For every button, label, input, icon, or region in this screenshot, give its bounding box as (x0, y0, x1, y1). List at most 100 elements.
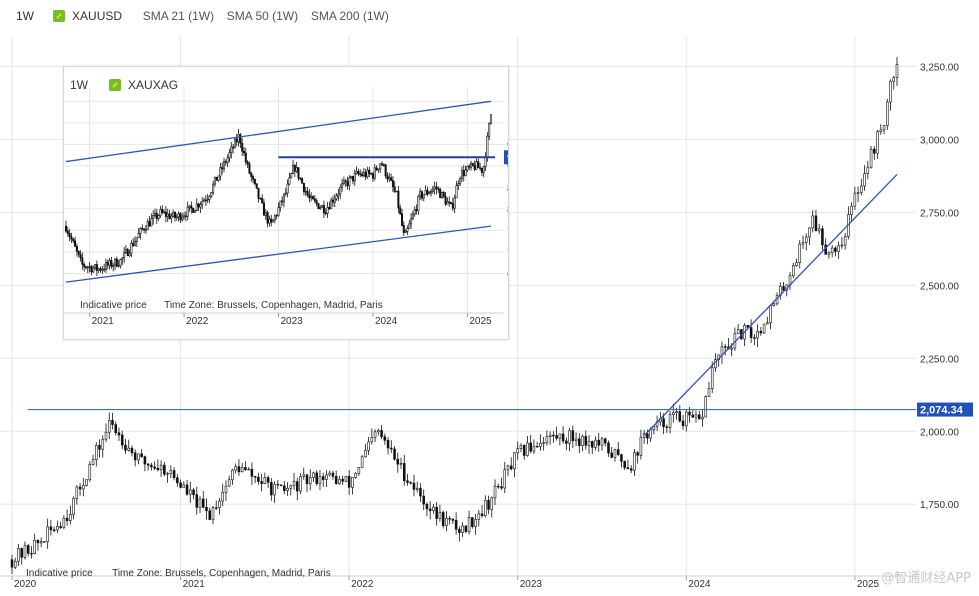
inset-candle (153, 212, 156, 216)
symbol-label[interactable]: XAUUSD (72, 9, 123, 23)
main-y-tick-label: 2,250.00 (920, 354, 959, 365)
main-candle (33, 540, 36, 554)
main-footer: Indicative price Time Zone: Brussels, Co… (26, 568, 331, 579)
main-candle (218, 500, 221, 509)
indicator-sma21[interactable]: SMA 21 (1W) (142, 9, 215, 23)
inset-candle (281, 200, 284, 203)
inset-symbol-label[interactable]: XAUXAG (128, 78, 179, 92)
inset-candle (357, 171, 360, 175)
inset-candle (132, 242, 135, 246)
inset-candle (128, 252, 131, 256)
inset-candle (482, 166, 485, 173)
inset-candle (290, 173, 293, 179)
main-candle (613, 449, 617, 458)
inset-timezone-note: Time Zone: Brussels, Copenhagen, Madrid,… (164, 300, 383, 311)
main-candle (672, 412, 675, 415)
main-candle (863, 173, 866, 187)
inset-candle (106, 262, 109, 266)
main-x-tick-label: 2021 (183, 579, 206, 590)
main-candle (234, 466, 237, 471)
main-candle (198, 498, 202, 508)
indicator-sma50[interactable]: SMA 50 (1W) (226, 9, 299, 23)
inset-candle (215, 176, 218, 181)
main-candle (591, 441, 594, 448)
inset-candle (195, 203, 198, 211)
main-candle (584, 436, 588, 446)
main-candle (302, 474, 306, 477)
main-candle (484, 500, 487, 516)
inset-candle (261, 198, 264, 204)
inset-candle (471, 163, 474, 166)
main-candle (701, 416, 704, 420)
main-candle (78, 486, 82, 490)
main-candle (710, 367, 714, 389)
main-candle (876, 131, 879, 154)
main-candle (451, 518, 455, 521)
main-candle (804, 236, 808, 243)
inset-candle (115, 258, 118, 267)
main-candle (95, 445, 98, 460)
main-candle (834, 247, 837, 252)
inset-candle (442, 191, 445, 197)
inset-candle (361, 173, 364, 176)
main-candle (140, 453, 143, 457)
main-y-tick-label: 1,750.00 (920, 500, 959, 511)
inset-candle (94, 264, 97, 269)
inset-candle (217, 175, 220, 181)
main-candle (85, 479, 88, 486)
inset-candle (112, 264, 115, 267)
inset-candle (489, 114, 492, 125)
main-candle (133, 452, 137, 461)
inset-candle (277, 207, 280, 216)
indicator-sma200[interactable]: SMA 200 (1W) (310, 9, 389, 23)
inset-candle (477, 161, 480, 169)
main-candle (490, 497, 494, 510)
inset-candle (333, 198, 336, 203)
main-candle (163, 464, 166, 475)
inset-candle (275, 215, 278, 217)
main-candle (156, 467, 160, 471)
main-candle (616, 449, 620, 455)
main-candle (445, 518, 448, 526)
inset-candle (203, 199, 206, 202)
inset-candle (346, 181, 349, 187)
main-candle (318, 476, 322, 484)
inset-footer: Indicative price Time Zone: Brussels, Co… (80, 300, 383, 311)
inset-candle (479, 167, 482, 169)
inset-candle (253, 178, 256, 184)
main-candle (257, 476, 260, 482)
interval-label[interactable]: 1W (16, 9, 34, 23)
inset-candle (282, 193, 285, 203)
main-candle (308, 477, 312, 485)
inset-candle (233, 138, 236, 149)
inset-candle (386, 175, 389, 180)
main-candle (772, 303, 776, 306)
inset-candle (460, 170, 463, 179)
main-candle (736, 329, 740, 335)
inset-y-tick-label: 85.00 (507, 183, 508, 194)
inset-candle (239, 134, 242, 144)
main-candle (565, 440, 568, 444)
main-candle (461, 525, 464, 533)
inset-candle (81, 257, 84, 265)
main-candle (283, 485, 286, 491)
main-candle (373, 431, 377, 438)
inset-candle (370, 173, 373, 175)
main-candle (542, 442, 545, 444)
inset-candle (83, 263, 86, 268)
main-candle (347, 475, 351, 488)
inset-interval-label[interactable]: 1W (70, 78, 88, 92)
main-candle (749, 327, 753, 338)
main-candle (886, 101, 889, 126)
inset-candle (72, 238, 75, 242)
inset-candle (330, 199, 333, 210)
inset-candle (170, 215, 173, 219)
main-candle (312, 472, 315, 478)
inset-channel-lower (65, 225, 492, 283)
inset-candle (373, 167, 376, 179)
main-candle (471, 517, 474, 527)
main-candle (124, 444, 127, 451)
inset-candle (248, 163, 251, 174)
inset-candle (259, 198, 262, 200)
inset-candle (264, 212, 267, 216)
